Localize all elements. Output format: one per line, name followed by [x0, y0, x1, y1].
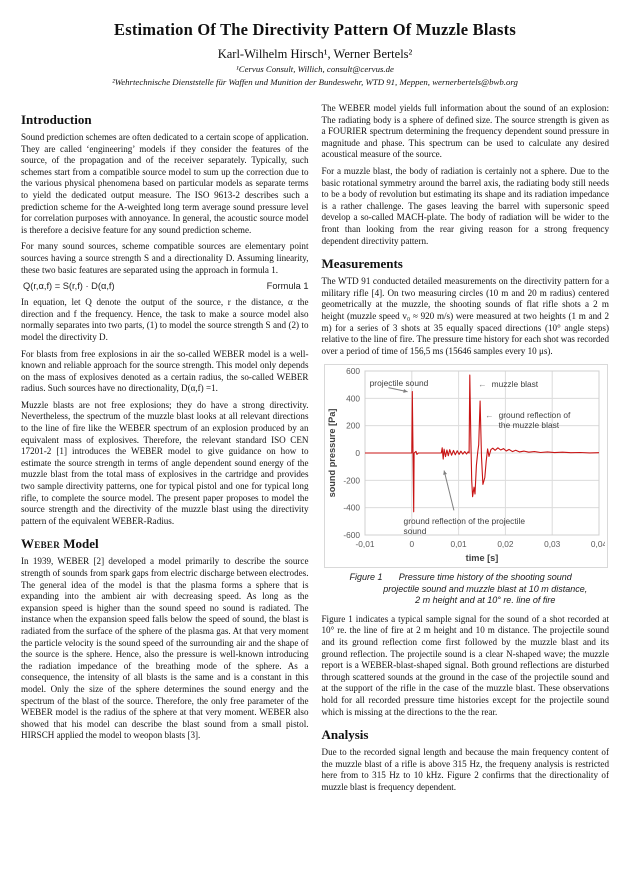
chart-annotation-text: ground reflection of the muzzle blast	[498, 410, 571, 430]
paragraph: For blasts from free explosions in air t…	[21, 348, 309, 394]
svg-text:600: 600	[346, 366, 360, 376]
svg-text:-200: -200	[343, 476, 360, 486]
paragraph: Due to the recorded signal length and be…	[321, 747, 610, 792]
formula-expression: Q(r,α,f) = S(r,f) · D(α,f)	[23, 281, 115, 292]
section-heading-weber-model: Weber Model	[21, 536, 309, 552]
right-column: The WEBER model yields full information …	[322, 103, 610, 799]
section-heading-measurements: Measurements	[321, 256, 403, 272]
caption-line: projectile sound and muzzle blast at 10 …	[383, 583, 588, 594]
svg-text:200: 200	[346, 421, 360, 431]
paragraph: Figure 1 indicates a typical sample sign…	[321, 613, 610, 717]
two-column-body: Introduction Sound prediction schemes ar…	[0, 103, 630, 799]
chart-annotation-text: muzzle blast	[491, 379, 539, 390]
y-axis-label: sound pressure [Pa]	[327, 409, 337, 498]
tick-labels: 600 400 200 0 -200 -400 -600-0,01 0 0,01 0,02 0,03…	[343, 366, 607, 549]
affiliation-1: ¹Cervus Consult, Willich, consult@cervus…	[236, 64, 394, 74]
paper-title: Estimation Of The Directivity Pattern Of…	[114, 20, 516, 39]
paragraph: For many sound sources, scheme compatibl…	[21, 241, 309, 275]
figure-caption-lines: Pressure time history of the shooting so…	[322, 572, 610, 607]
paragraph: In equation, let Q denote the output of …	[21, 297, 309, 342]
svg-text:0,01: 0,01	[450, 539, 467, 549]
affiliation-2: ²Wehrtechnische Dienststelle für Waffen …	[112, 77, 518, 87]
chart-annotation-projectile-sound: projectile sound	[369, 378, 429, 389]
x-axis-label: time [s]	[465, 553, 498, 563]
chart-annotation-muzzle-blast: ← muzzle blast	[478, 379, 538, 389]
paragraph: Sound prediction schemes are often dedic…	[21, 132, 309, 235]
heading-weber-smallcaps: Weber	[21, 536, 61, 552]
series-line	[364, 374, 599, 513]
paper-header: Estimation Of The Directivity Pattern Of…	[0, 0, 630, 88]
svg-text:-0,01: -0,01	[355, 539, 374, 549]
heading-weber-rest: Model	[60, 536, 99, 552]
caption-line: 2 m height and at 10° re. line of fire	[415, 595, 556, 606]
svg-text:400: 400	[346, 394, 360, 404]
formula-label: Formula 1	[266, 281, 309, 292]
figure1-plot: 600 400 200 0 -200 -400 -600-0,01 0 0,01 0,02 0,03…	[327, 366, 607, 563]
arrow-left-icon: ←	[478, 379, 487, 390]
arrow-left-icon: ←	[485, 410, 494, 420]
paper-authors: Karl-Wilhelm Hirsch¹, Werner Bertels²	[217, 47, 413, 61]
paragraph: The WEBER model yields full information …	[321, 103, 610, 160]
svg-text:0,03: 0,03	[544, 539, 561, 549]
svg-text:0,04: 0,04	[590, 539, 604, 549]
chart-annotation-ground-reflection-projectile: ground reflection of the projectile soun…	[403, 516, 526, 537]
figure-label: Figure 1	[349, 572, 383, 583]
figure-caption: Figure 1 Pressure time history of the sh…	[322, 572, 610, 607]
paragraph: For a muzzle blast, the body of radiatio…	[321, 165, 610, 246]
formula-1: Q(r,α,f) = S(r,f) · D(α,f) Formula 1	[23, 281, 309, 291]
section-heading-introduction: Introduction	[21, 112, 92, 127]
svg-text:0: 0	[355, 448, 360, 458]
svg-text:-400: -400	[343, 503, 360, 513]
chart-annotation-ground-reflection-muzzle: ← ground reflection of the muzzle blast	[485, 410, 570, 430]
section-heading-analysis: Analysis	[321, 727, 369, 743]
paragraph: In 1939, WEBER [2] developed a model pri…	[21, 556, 309, 741]
caption-line: Pressure time history of the shooting so…	[398, 572, 572, 583]
paragraph: Muzzle blasts are not free explosions; t…	[21, 399, 309, 526]
svg-text:-600: -600	[343, 530, 360, 540]
svg-text:0: 0	[409, 539, 414, 549]
left-column: Introduction Sound prediction schemes ar…	[21, 103, 309, 799]
paragraph: The WTD 91 conducted detailed measuremen…	[321, 276, 610, 356]
figure1-chart: 600 400 200 0 -200 -400 -600 -0,01 0 0,01 0,02 0,03…	[323, 364, 608, 569]
svg-text:0,02: 0,02	[497, 539, 514, 549]
